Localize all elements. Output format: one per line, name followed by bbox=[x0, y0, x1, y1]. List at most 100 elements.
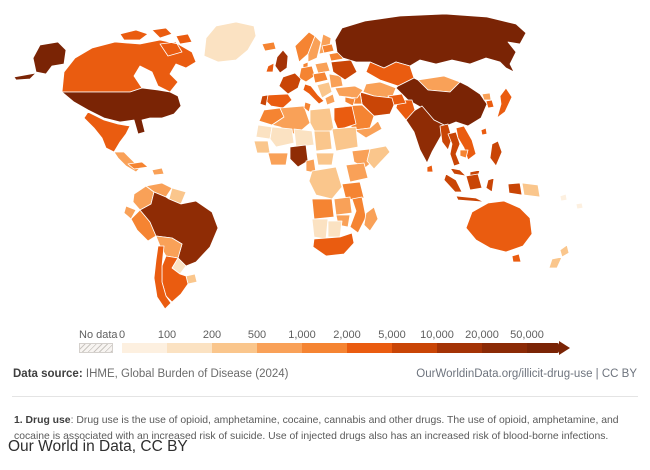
country-united-kingdom[interactable] bbox=[274, 49, 289, 74]
country-madagascar[interactable] bbox=[363, 206, 379, 232]
country-spain[interactable] bbox=[264, 93, 293, 109]
legend-color-bar bbox=[122, 341, 582, 355]
country-namibia[interactable] bbox=[311, 218, 329, 240]
country-turkey[interactable] bbox=[334, 85, 364, 99]
country-sri-lanka[interactable] bbox=[426, 164, 434, 173]
country-iceland[interactable] bbox=[261, 41, 277, 52]
country-north-korea[interactable] bbox=[481, 92, 492, 101]
country-india[interactable] bbox=[405, 105, 447, 164]
country-australia[interactable] bbox=[465, 200, 533, 263]
country-greenland[interactable] bbox=[203, 21, 257, 63]
region-hispaniola[interactable] bbox=[151, 167, 165, 176]
country-germany[interactable] bbox=[298, 65, 316, 83]
country-ireland[interactable] bbox=[265, 62, 275, 73]
country-new-zealand[interactable] bbox=[548, 244, 570, 269]
country-mexico[interactable] bbox=[83, 111, 131, 153]
divider bbox=[12, 396, 638, 397]
legend-arrow[interactable] bbox=[527, 341, 570, 355]
country-mali[interactable] bbox=[269, 126, 295, 148]
country-united-states[interactable] bbox=[61, 87, 182, 135]
country-south-africa[interactable] bbox=[312, 232, 355, 257]
country-brazil[interactable] bbox=[139, 191, 219, 267]
country-iran[interactable] bbox=[359, 91, 395, 117]
country-dr-congo[interactable] bbox=[308, 166, 343, 200]
legend-tick: 0 bbox=[118, 329, 126, 341]
region-central-europe[interactable] bbox=[312, 71, 329, 84]
country-egypt[interactable] bbox=[333, 105, 357, 131]
country-portugal[interactable] bbox=[259, 94, 269, 107]
data-source-label: Data source: bbox=[13, 368, 83, 380]
country-zambia[interactable] bbox=[333, 196, 353, 216]
region-senegal-guinea[interactable] bbox=[253, 140, 271, 154]
country-angola[interactable] bbox=[311, 198, 335, 220]
country-alaska[interactable] bbox=[13, 41, 67, 81]
country-sudan[interactable] bbox=[331, 126, 359, 152]
country-papua-new-guinea[interactable] bbox=[521, 182, 541, 198]
country-indonesia[interactable] bbox=[443, 173, 523, 203]
page-caption: Our World in Data, CC BY bbox=[8, 438, 188, 455]
owid-link[interactable]: OurWorldinData.org/illicit-drug-use | CC… bbox=[416, 368, 637, 380]
country-central-african-republic[interactable] bbox=[315, 152, 335, 166]
country-chad[interactable] bbox=[313, 130, 333, 152]
country-myanmar[interactable] bbox=[439, 123, 453, 151]
country-pakistan[interactable] bbox=[395, 99, 416, 121]
country-greece[interactable] bbox=[324, 93, 336, 106]
country-taiwan[interactable] bbox=[480, 127, 488, 136]
region-uganda-kenya[interactable] bbox=[345, 162, 369, 183]
legend-bin[interactable] bbox=[257, 343, 302, 353]
region-ivory-ghana[interactable] bbox=[267, 152, 289, 166]
legend-bin[interactable] bbox=[212, 343, 257, 353]
legend-bin[interactable] bbox=[347, 343, 392, 353]
legend-bin[interactable] bbox=[122, 343, 167, 353]
region-baltics[interactable] bbox=[321, 43, 335, 54]
no-data-swatch[interactable] bbox=[79, 343, 113, 353]
country-japan[interactable] bbox=[496, 87, 513, 119]
country-canada[interactable] bbox=[61, 27, 197, 93]
country-tanzania[interactable] bbox=[341, 181, 365, 201]
legend-bin[interactable] bbox=[302, 343, 347, 353]
legend-tick-labels: 0 100 200 500 1,000 2,000 5,000 10,000 20,000 50,… bbox=[118, 328, 582, 342]
country-somalia[interactable] bbox=[366, 145, 391, 170]
legend-tick: 1,000 bbox=[288, 329, 316, 341]
country-france[interactable] bbox=[278, 72, 302, 95]
legend-tick: 2,000 bbox=[333, 329, 361, 341]
country-poland[interactable] bbox=[314, 61, 331, 74]
region-yemen-oman[interactable] bbox=[353, 120, 383, 139]
legend-bin[interactable] bbox=[437, 343, 482, 353]
country-sweden[interactable] bbox=[307, 35, 322, 63]
legend-tick: 20,000 bbox=[465, 329, 499, 341]
country-niger[interactable] bbox=[293, 128, 315, 148]
country-cuba[interactable] bbox=[127, 161, 149, 170]
country-tunisia[interactable] bbox=[303, 101, 312, 113]
country-south-korea[interactable] bbox=[485, 99, 495, 109]
country-ukraine[interactable] bbox=[330, 59, 358, 81]
legend-tick: 50,000 bbox=[510, 329, 544, 341]
country-mozambique[interactable] bbox=[349, 196, 367, 234]
country-venezuela[interactable] bbox=[145, 182, 173, 198]
legend-tick: 5,000 bbox=[378, 329, 406, 341]
footnote: 1. Drug use: Drug use is the use of opio… bbox=[0, 413, 650, 444]
country-philippines[interactable] bbox=[489, 140, 503, 167]
region-romania-bulgaria[interactable] bbox=[328, 73, 344, 89]
country-cambodia[interactable] bbox=[459, 149, 469, 159]
country-botswana[interactable] bbox=[327, 220, 343, 238]
legend-tick: 500 bbox=[247, 329, 267, 341]
footnote-text: : Drug use is the use of opioid, ampheta… bbox=[14, 415, 619, 442]
country-chile[interactable] bbox=[153, 245, 172, 310]
legend-bin[interactable] bbox=[482, 343, 527, 353]
region-pacific-islands[interactable] bbox=[559, 193, 584, 210]
legend-bin[interactable] bbox=[167, 343, 212, 353]
country-russia[interactable] bbox=[334, 13, 527, 73]
region-vietnam-laos[interactable] bbox=[455, 125, 477, 161]
footnote-label: 1. Drug use bbox=[14, 415, 71, 427]
legend-tick: 10,000 bbox=[420, 329, 454, 341]
country-mauritania[interactable] bbox=[255, 124, 273, 140]
country-nigeria[interactable] bbox=[289, 144, 309, 168]
data-source-value: IHME, Global Burden of Disease (2024) bbox=[85, 368, 289, 380]
country-libya[interactable] bbox=[309, 107, 335, 135]
country-syria[interactable] bbox=[344, 96, 356, 107]
country-china[interactable] bbox=[395, 77, 488, 127]
country-italy[interactable] bbox=[302, 83, 325, 105]
legend-bin[interactable] bbox=[392, 343, 437, 353]
region-balkans[interactable] bbox=[316, 81, 333, 99]
